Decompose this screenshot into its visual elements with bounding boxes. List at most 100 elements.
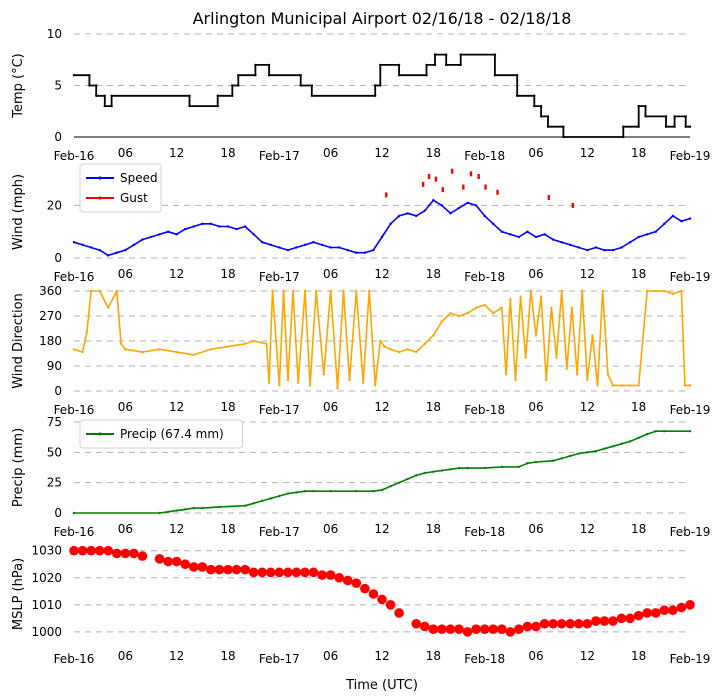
temp-point-0-58 <box>664 125 668 128</box>
dir-point-0-46 <box>449 312 452 315</box>
panel-dir: 0 90 180 270 360 Wind Direction Feb-16 06 12 18 Fe… <box>11 284 710 417</box>
wind-gust-point-2 <box>427 174 431 180</box>
dir-point-0-42 <box>415 350 418 354</box>
dir-point-0-23 <box>291 289 295 293</box>
mslp-marker-58 <box>582 618 593 629</box>
panel-mslp: 1000 1010 1020 1030 MSLP (hPa) Feb-16 06 12 18 Fe… <box>11 544 710 666</box>
dir-point-0-3 <box>89 289 93 293</box>
precip-legend-box <box>79 419 243 449</box>
mslp-marker-24 <box>283 567 293 578</box>
dir-point-0-9 <box>141 350 144 354</box>
mslp-marker-6 <box>120 548 131 559</box>
wind-point-0-36 <box>380 235 384 239</box>
dir-point-0-24 <box>296 381 300 384</box>
wind-point-0-20 <box>243 225 247 228</box>
mslp-ytick-label-1: 1010 <box>31 598 62 612</box>
precip-point-0-9 <box>252 502 255 505</box>
panel-precip: 0 25 50 75 Precip (mm) Feb-16 06 12 18 Feb-17 06 12… <box>11 415 710 539</box>
dir-point-0-34 <box>361 381 365 384</box>
wind-legend-marker-1 <box>98 196 102 200</box>
dir-xtick-label-0: Feb-16 <box>54 403 95 417</box>
wind-point-0-34 <box>363 251 367 254</box>
mslp-xtick-label-1: 06 <box>118 649 133 663</box>
mslp-marker-33 <box>360 583 370 594</box>
wind-gust-point-6 <box>462 184 465 190</box>
temp-point-0-27 <box>379 84 382 87</box>
dir-xtick-label-11: 18 <box>631 400 646 414</box>
temp-point-0-39 <box>493 53 497 56</box>
precip-point-0-14 <box>295 491 298 494</box>
mslp-marker-26 <box>300 567 310 578</box>
precip-point-0-3 <box>175 509 178 512</box>
temp-xtick-label-10: 12 <box>580 146 595 160</box>
temp-point-0-24 <box>310 94 314 98</box>
precip-xtick-label-12: Feb-19 <box>670 525 711 539</box>
wind-xtick-label-12: Feb-19 <box>670 270 711 284</box>
dir-point-0-77 <box>637 384 640 387</box>
precip-xtick-label-2: 12 <box>169 522 184 536</box>
precip-point-0-7 <box>218 505 221 509</box>
temp-point-0-28 <box>379 63 382 67</box>
dir-point-0-27 <box>314 289 318 293</box>
mslp-marker-41 <box>437 624 447 634</box>
temp-xtick-label-6: 12 <box>374 146 389 160</box>
wind-xtick-label-10: 12 <box>580 267 595 281</box>
temp-point-0-13 <box>231 94 234 98</box>
wind-gust-point-0 <box>385 192 388 198</box>
wind-point-0-0 <box>72 241 76 244</box>
mslp-marker-52 <box>531 621 541 632</box>
temp-point-0-26 <box>373 84 377 87</box>
mslp-marker-25 <box>291 567 302 578</box>
wind-gust-point-9 <box>484 184 487 190</box>
temp-point-0-46 <box>539 115 543 118</box>
mslp-xtick-label-10: 12 <box>580 649 595 663</box>
dir-point-0-49 <box>474 306 478 309</box>
mslp-xtick-label-8: Feb-18 <box>464 652 505 666</box>
mslp-marker-21 <box>257 567 268 578</box>
precip-point-0-4 <box>184 508 187 511</box>
precip-point-0-11 <box>269 497 272 500</box>
mslp-marker-2 <box>86 545 96 556</box>
mslp-marker-7 <box>129 548 139 559</box>
wind-series-1 <box>385 168 574 208</box>
precip-point-0-24 <box>415 474 418 477</box>
wind-point-0-52 <box>517 235 521 239</box>
dir-point-0-50 <box>483 303 486 307</box>
precip-xtick-label-3: 18 <box>220 522 235 536</box>
wind-point-0-51 <box>509 233 512 236</box>
mslp-xtick-label-5: 06 <box>323 649 338 663</box>
wind-point-0-58 <box>569 243 572 247</box>
precip-point-0-5 <box>192 506 195 510</box>
dir-point-0-0 <box>72 348 76 351</box>
temp-point-0-54 <box>637 104 640 108</box>
wind-xtick-label-0: Feb-16 <box>54 270 95 284</box>
temp-series-line-0 <box>74 53 690 138</box>
wind-point-0-65 <box>628 241 632 244</box>
wind-point-0-27 <box>303 243 307 247</box>
mslp-marker-55 <box>556 618 567 629</box>
dir-point-0-53 <box>504 373 508 376</box>
wind-point-0-60 <box>586 248 589 252</box>
precip-point-0-43 <box>611 445 615 448</box>
wind-point-0-29 <box>320 243 324 247</box>
temp-point-0-35 <box>444 53 448 56</box>
temp-point-0-15 <box>237 84 240 87</box>
precip-point-0-31 <box>483 466 486 470</box>
dir-point-0-16 <box>252 339 255 343</box>
dir-xtick-label-7: 18 <box>426 400 441 414</box>
dir-point-0-65 <box>565 367 568 370</box>
dir-point-0-43 <box>423 342 426 345</box>
mslp-marker-51 <box>522 621 533 632</box>
mslp-marker-61 <box>608 616 618 626</box>
wind-point-0-59 <box>577 246 580 249</box>
temp-xtick-label-4: Feb-17 <box>259 149 300 163</box>
precip-point-0-37 <box>560 457 563 460</box>
temp-xtick-label-0: Feb-16 <box>54 149 95 163</box>
wind-point-0-5 <box>115 251 118 254</box>
precip-ytick-label-1: 25 <box>47 476 62 490</box>
precip-point-0-20 <box>380 488 384 492</box>
precip-xtick-label-7: 18 <box>426 522 441 536</box>
dir-point-0-76 <box>628 384 632 387</box>
dir-point-0-35 <box>367 289 371 293</box>
dir-point-0-84 <box>688 384 692 387</box>
